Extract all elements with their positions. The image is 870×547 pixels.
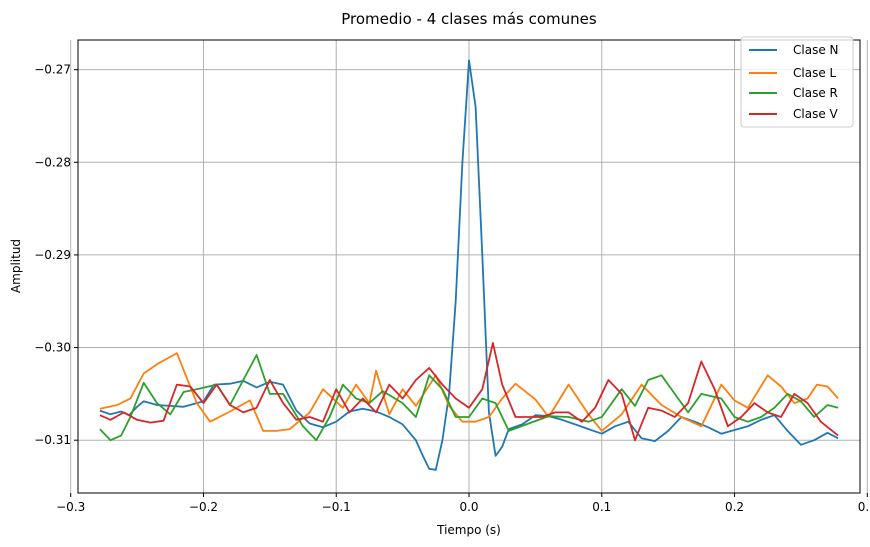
y-axis-label: Amplitud [9, 239, 23, 293]
legend-frame [740, 36, 854, 128]
legend-label-clase-n: Clase N [793, 43, 839, 57]
series-line-clase-v [99, 341, 839, 442]
x-tick-label: 0.1 [592, 500, 611, 514]
series-line-clase-r [99, 354, 839, 442]
x-tick-label: −0.1 [322, 500, 351, 514]
series-line-clase-l [99, 352, 839, 432]
series-lines [99, 59, 839, 471]
legend-label-clase-l: Clase L [793, 66, 837, 80]
y-tick-label: −0.29 [34, 248, 71, 262]
y-axis-ticks: −0.27 −0.28 −0.29 −0.30 −0.31 [34, 63, 78, 447]
x-tick-label: −0.2 [189, 500, 218, 514]
x-tick-label: 0.0 [459, 500, 478, 514]
x-tick-label: 0.3 [858, 500, 870, 514]
series-line-clase-n [99, 59, 839, 471]
x-tick-label: −0.3 [56, 500, 85, 514]
legend-label-clase-r: Clase R [793, 86, 838, 100]
x-axis-ticks: −0.3 −0.2 −0.1 0.0 0.1 0.2 0.3 [56, 493, 870, 514]
chart-title: Promedio - 4 clases más comunes [341, 10, 597, 28]
y-tick-label: −0.30 [34, 341, 71, 355]
x-axis-label: Tiempo (s) [436, 523, 501, 537]
y-tick-label: −0.27 [34, 63, 71, 77]
legend-label-clase-v: Clase V [793, 107, 839, 121]
y-tick-label: −0.31 [34, 433, 71, 447]
legend: Clase N Clase L Clase R Clase V [740, 36, 854, 128]
grid-lines [70, 40, 868, 493]
x-tick-label: 0.2 [725, 500, 744, 514]
y-tick-label: −0.28 [34, 155, 71, 169]
